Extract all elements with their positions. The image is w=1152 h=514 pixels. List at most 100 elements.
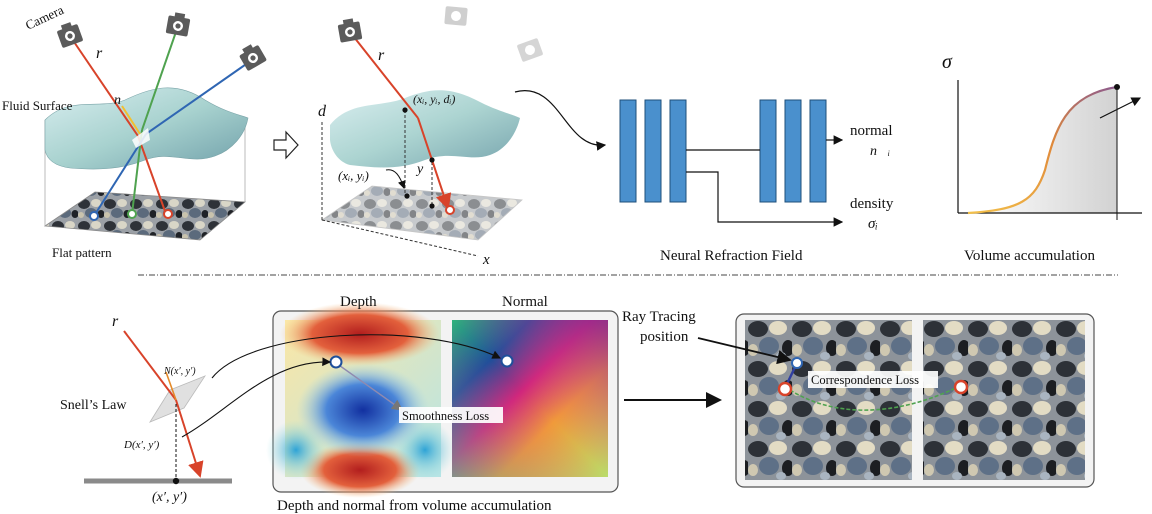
normal-point-label: N(x′, y′) xyxy=(163,366,196,377)
camera-icon-faded xyxy=(517,38,543,62)
ray-red-incident xyxy=(349,31,419,119)
ray-label: r xyxy=(378,47,385,64)
camera-icon-faded xyxy=(444,6,468,26)
ray-red-incident xyxy=(69,35,139,137)
flat-pattern-label: Flat pattern xyxy=(52,245,112,260)
sample-point xyxy=(402,107,408,113)
depth-title: Depth xyxy=(340,294,377,310)
ray-label: r xyxy=(96,45,103,62)
ray-red-refracted xyxy=(137,135,167,215)
ray-label: r xyxy=(112,313,119,330)
normal-label: n⃗ xyxy=(114,93,132,108)
sample-point xyxy=(404,193,410,199)
fluid-surface xyxy=(330,90,520,168)
landing-point-blue xyxy=(89,211,99,221)
ray-tracing-pointer-arrow xyxy=(697,337,792,365)
density-output-label: density xyxy=(850,196,894,212)
ray-red-refracted xyxy=(417,117,452,210)
panel-a-capture-setup: Camera r n⃗ Fluid Surface Flat pattern xyxy=(2,2,267,260)
normal-sample-point xyxy=(500,354,514,368)
volume-caption: Volume accumulation xyxy=(964,248,1095,264)
depth-sample-point xyxy=(329,355,343,369)
landing-point-red xyxy=(445,205,455,215)
y-axis-label: y xyxy=(415,162,424,177)
network-layer xyxy=(644,99,662,203)
d-axis-label: d xyxy=(318,103,327,120)
smoothness-arrow xyxy=(335,362,404,411)
maps-caption: Depth and normal from volume accumulatio… xyxy=(277,498,552,514)
normal-output-symbol: n⃗ᵢ xyxy=(870,144,890,159)
density-output-symbol: σᵢ xyxy=(868,216,878,232)
network-layer xyxy=(619,99,637,203)
sigma-axis-label: σ xyxy=(942,51,953,73)
normal-output-label: normal xyxy=(850,123,893,139)
snells-law-diagram: r Snell’s Law N(x′, y′) D(x′, y′) (x′, y… xyxy=(60,313,232,505)
direction-arrow xyxy=(1099,97,1142,119)
network-layer xyxy=(784,99,802,203)
panel-b-ray-sampling: r d x y (xᵢ, yᵢ, dᵢ) (xᵢ, yᵢ) xyxy=(318,6,543,268)
correspondence-loss-label: Correspondence Loss xyxy=(811,373,919,387)
fluid-surface-label: Fluid Surface xyxy=(2,98,73,113)
depth-map xyxy=(266,302,455,498)
camera-label: Camera xyxy=(23,2,66,33)
normal-link-arrow xyxy=(211,334,501,379)
ground-point-label: (xᵢ, yᵢ) xyxy=(338,168,369,183)
ray-blue-refracted xyxy=(93,133,147,217)
flat-pattern-plane xyxy=(43,191,247,241)
network-layer xyxy=(809,99,827,203)
camera-icon xyxy=(239,44,267,71)
refraction-surface-patch xyxy=(149,375,207,423)
normal-map xyxy=(452,320,608,477)
normal-title: Normal xyxy=(502,294,548,310)
depth-link-arrow xyxy=(181,357,332,438)
accumulation-curve xyxy=(967,85,1118,215)
pebble-image-right xyxy=(923,320,1085,480)
curve-endpoint xyxy=(1114,84,1120,90)
landing-point-green xyxy=(127,209,137,219)
traced-position-point xyxy=(791,357,803,369)
ray-tracing-panel: Correspondence Loss xyxy=(735,313,1095,488)
observed-point-left xyxy=(777,381,793,397)
surface-patch xyxy=(132,128,150,148)
ray-refracted xyxy=(175,399,204,478)
fluid-surface xyxy=(44,87,249,170)
accumulated-area xyxy=(968,87,1117,213)
ray-green-incident xyxy=(141,25,179,131)
camera-icon xyxy=(57,22,83,48)
density-output-arrow xyxy=(686,171,844,227)
x-axis xyxy=(321,219,479,257)
normal-vector-arrow xyxy=(121,105,141,135)
sampling-plane xyxy=(320,185,523,241)
network-layer xyxy=(759,99,777,203)
x-axis-label: x xyxy=(482,252,490,268)
surface-point-label: (xᵢ, yᵢ, dᵢ) xyxy=(413,92,455,106)
network-caption: Neural Refraction Field xyxy=(660,248,803,264)
snells-law-label: Snell’s Law xyxy=(60,398,127,413)
annotation-arrow xyxy=(385,169,406,189)
loss-label-bg xyxy=(399,407,503,423)
ray-blue-incident xyxy=(145,59,253,135)
neural-refraction-field: normal n⃗ᵢ density σᵢ Neural Refraction … xyxy=(619,99,894,264)
camera-icon xyxy=(165,12,191,37)
flow-arrow xyxy=(514,90,607,151)
network-layer xyxy=(669,99,687,203)
smoothness-loss-label: Smoothness Loss xyxy=(402,409,489,423)
depth-normal-panel: Smoothness Loss Depth Normal Depth and n… xyxy=(266,294,619,514)
correspondence-link xyxy=(789,385,961,411)
volume-accumulation-plot: σ Volume accumulation xyxy=(942,51,1142,264)
loss-label-bg xyxy=(808,371,938,388)
hollow-arrow-icon xyxy=(273,130,299,160)
sample-point xyxy=(429,157,435,163)
ray-tracing-title-2: position xyxy=(640,329,689,345)
normal-vector xyxy=(165,371,177,401)
ground-point-label: (x′, y′) xyxy=(152,490,187,505)
ground-point xyxy=(172,477,180,485)
landing-point-red xyxy=(163,209,173,219)
sample-point xyxy=(429,203,435,209)
depth-point-label: D(x′, y′) xyxy=(123,439,160,451)
ray-incident xyxy=(123,330,177,401)
camera-icon xyxy=(337,18,363,43)
ray-tracing-title-1: Ray Tracing xyxy=(622,309,696,325)
observed-point-right xyxy=(953,379,969,395)
